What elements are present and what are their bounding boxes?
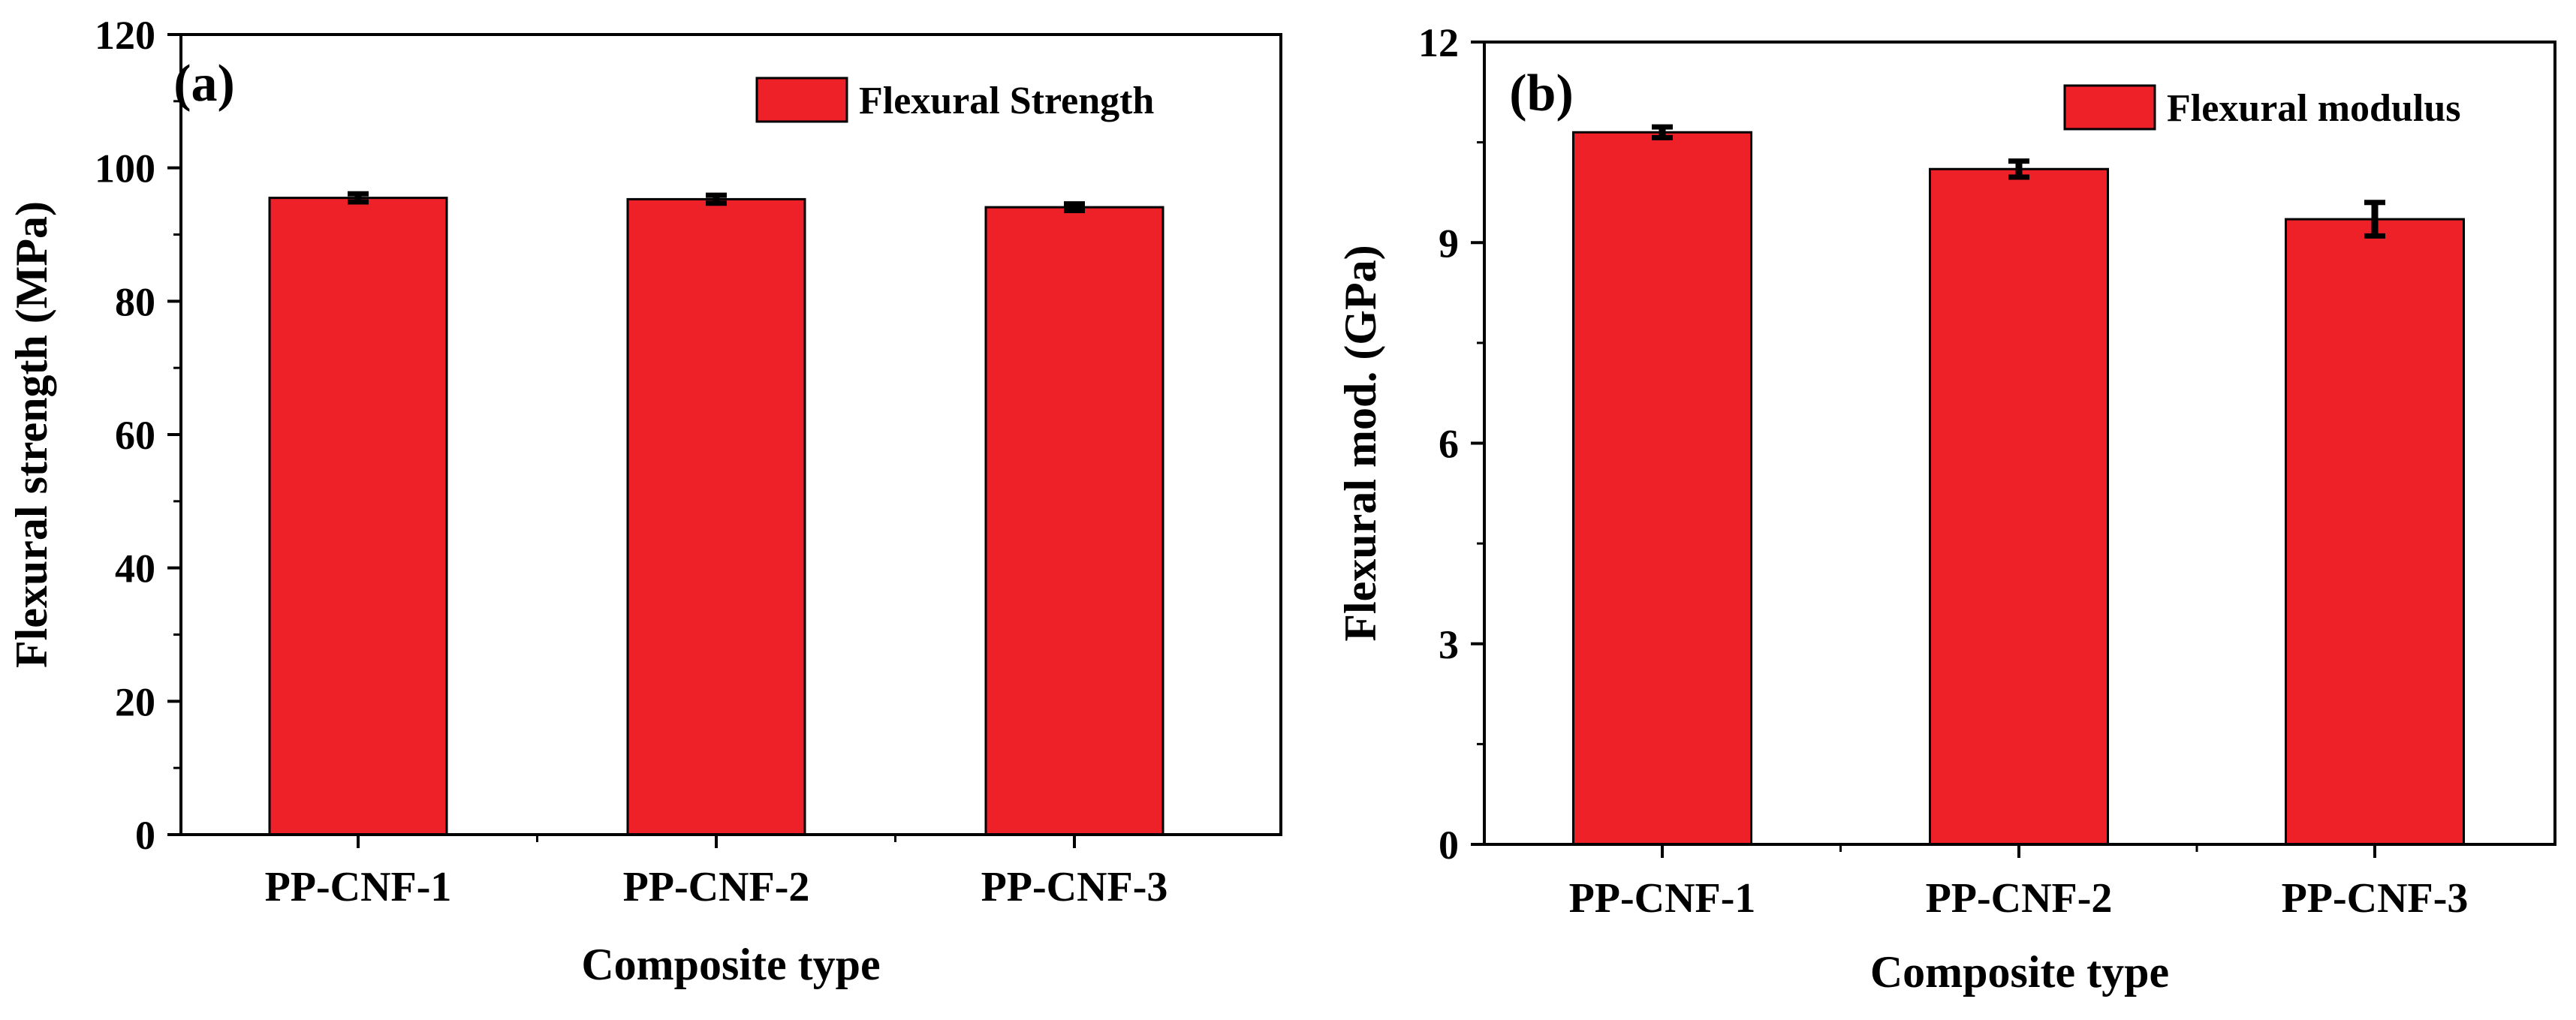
bar-pp-cnf-2	[626, 197, 806, 836]
legend-label: Flexural Strength	[859, 80, 1154, 122]
x-tick-label: PP-CNF-1	[1569, 875, 1756, 922]
panel-label: (b)	[1509, 65, 1574, 122]
legend-label: Flexural modulus	[2167, 87, 2461, 130]
bar-pp-cnf-1	[1572, 131, 1752, 846]
y-axis-label: Flexural mod. (GPa)	[1336, 245, 1385, 641]
x-tick-label: PP-CNF-1	[265, 864, 452, 910]
x-axis-label: Composite type	[581, 940, 880, 989]
error-bar-pp-cnf-3	[2364, 200, 2385, 239]
x-tick-label: PP-CNF-3	[981, 864, 1168, 910]
x-tick-label: PP-CNF-2	[1926, 875, 2113, 922]
error-bar-pp-cnf-1	[1652, 124, 1673, 140]
y-tick-label: 0	[135, 813, 155, 858]
y-tick-label: 80	[115, 279, 155, 324]
error-bar-pp-cnf-2	[2008, 158, 2029, 180]
y-tick-label: 9	[1439, 221, 1459, 266]
bar-pp-cnf-3	[984, 206, 1164, 836]
y-axis-label: Flexural strength (MPa)	[7, 201, 56, 668]
bar-pp-cnf-3	[2285, 218, 2465, 846]
y-tick-label: 40	[115, 546, 155, 591]
y-tick-label: 0	[1439, 823, 1459, 868]
y-tick-label: 60	[115, 413, 155, 458]
panel-b-flexural-modulus-chart: 0 3 6 9 12 PP-CNF-1 PP-CNF-2 PP-CNF-3 Composite …	[1336, 20, 2556, 997]
legend-swatch	[2063, 84, 2156, 131]
panel-label: (a)	[173, 55, 235, 113]
bar-pp-cnf-1	[268, 197, 448, 836]
y-tick-label: 12	[1418, 20, 1459, 65]
y-tick-label: 3	[1439, 622, 1459, 667]
y-tick-label: 20	[115, 679, 155, 724]
error-bar-pp-cnf-2	[706, 192, 727, 206]
bar-pp-cnf-2	[1929, 167, 2109, 846]
error-bar-pp-cnf-3	[1064, 201, 1085, 214]
y-tick-label: 100	[95, 146, 155, 191]
legend: Flexural Strength	[755, 77, 1154, 123]
legend-swatch	[755, 77, 848, 123]
y-tick-label: 120	[95, 13, 155, 58]
y-tick-label: 6	[1439, 422, 1459, 467]
x-axis-label: Composite type	[1870, 947, 2169, 997]
x-tick-label: PP-CNF-2	[623, 864, 810, 910]
legend: Flexural modulus	[2063, 84, 2461, 131]
x-tick-label: PP-CNF-3	[2282, 875, 2469, 922]
error-bar-pp-cnf-1	[348, 191, 369, 205]
panel-a-flexural-strength-chart: 0 20 40 60 80 100 120 PP-CNF-1 PP-CNF-2 PP-CNF-3 C…	[7, 13, 1282, 989]
